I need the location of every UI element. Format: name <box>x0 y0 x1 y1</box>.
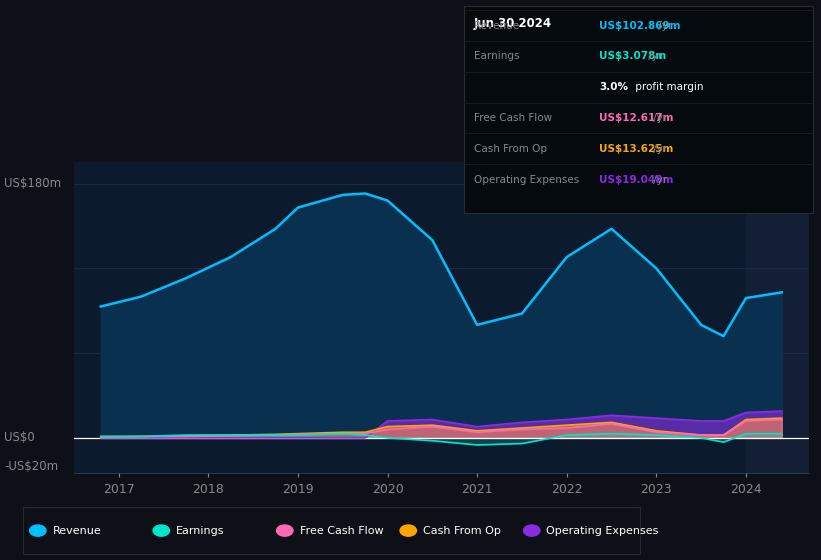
Text: -US$20m: -US$20m <box>4 460 58 473</box>
Text: Operating Expenses: Operating Expenses <box>474 175 579 185</box>
Text: Jun 30 2024: Jun 30 2024 <box>474 17 552 30</box>
Text: profit margin: profit margin <box>632 82 704 92</box>
Text: US$0: US$0 <box>4 431 34 445</box>
Text: /yr: /yr <box>650 144 667 154</box>
Text: 3.0%: 3.0% <box>599 82 628 92</box>
Text: US$3.078m: US$3.078m <box>599 52 667 62</box>
Text: Earnings: Earnings <box>474 52 519 62</box>
Text: /yr: /yr <box>645 52 663 62</box>
Text: /yr: /yr <box>650 175 667 185</box>
Text: Earnings: Earnings <box>176 526 225 535</box>
Text: Operating Expenses: Operating Expenses <box>547 526 659 535</box>
Text: US$13.625m: US$13.625m <box>599 144 674 154</box>
Text: US$102.869m: US$102.869m <box>599 21 681 31</box>
Bar <box>746 162 809 473</box>
Text: Free Cash Flow: Free Cash Flow <box>300 526 383 535</box>
Text: /yr: /yr <box>650 113 667 123</box>
Text: Cash From Op: Cash From Op <box>474 144 547 154</box>
Text: /yr: /yr <box>655 21 672 31</box>
Text: US$180m: US$180m <box>4 177 62 190</box>
Text: Revenue: Revenue <box>474 21 519 31</box>
Text: Revenue: Revenue <box>53 526 101 535</box>
Text: Cash From Op: Cash From Op <box>423 526 501 535</box>
Text: US$19.048m: US$19.048m <box>599 175 674 185</box>
Text: US$12.617m: US$12.617m <box>599 113 674 123</box>
Text: Free Cash Flow: Free Cash Flow <box>474 113 552 123</box>
